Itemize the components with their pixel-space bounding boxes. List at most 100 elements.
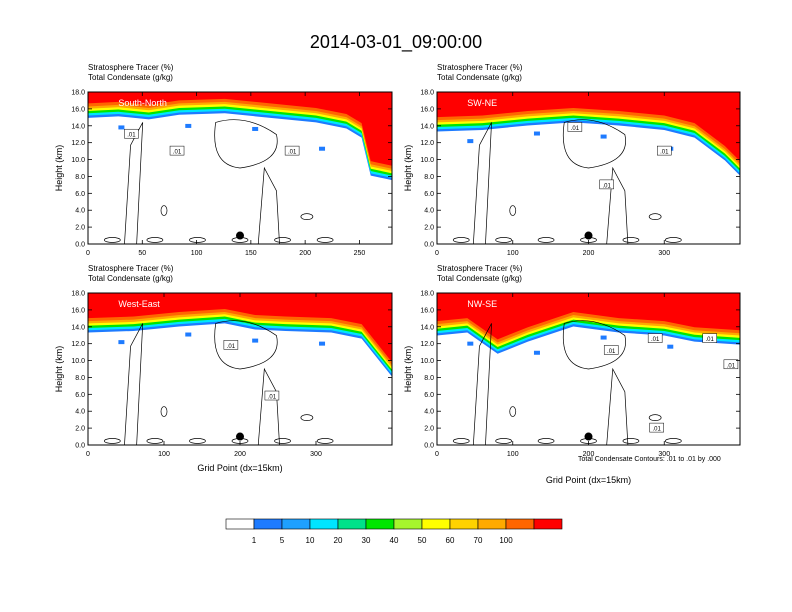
condensate-contour [606,166,629,244]
colorbar-swatch [281,518,311,530]
y-tick-label: 12.0 [420,140,434,147]
y-axis-label: Height (km) [403,346,413,393]
condensate-contour [537,438,555,444]
contour-label-box [169,145,185,156]
panel-title-tracer: Stratosphere Tracer (%) [88,264,174,273]
y-tick-label: 6.0 [75,191,85,198]
tracer-patch [252,126,259,131]
y-tick-label: 18.0 [71,291,85,298]
plot-area: .01 .01 .01 SW-NE [437,92,740,244]
panel-top-left: Stratosphere Tracer (%)Total Condensate … [54,63,393,257]
y-tick-label: 6.0 [424,191,434,198]
y-tick-label: 2.0 [424,426,434,433]
y-tick-label: 2.0 [75,225,85,232]
condensate-contour [189,438,206,444]
condensate-contour [473,122,492,244]
contour-label: .01 [651,337,660,343]
condensate-contour [103,438,121,444]
tracer-patch [467,341,474,346]
y-tick-label: 18.0 [420,90,434,97]
y-tick-label: 2.0 [424,225,434,232]
condensate-contour [563,320,626,370]
location-marker [584,231,593,240]
tracer-level-band [437,293,740,340]
contour-label-box [284,145,300,156]
condensate-contour [452,438,470,444]
condensate-contour [316,237,334,243]
tracer-patch [467,139,474,144]
tracer-patch [533,131,540,136]
condensate-contour [648,414,662,421]
y-tick-label: 16.0 [420,307,434,314]
y-tick-label: 4.0 [75,409,85,416]
y-tick-label: 16.0 [420,106,434,113]
y-tick-label: 4.0 [75,208,85,215]
contour-label-box [723,359,739,370]
x-tick-label: 150 [245,250,257,257]
y-tick-label: 0.0 [424,443,434,450]
x-tick-label: 300 [658,451,670,458]
tracer-level-band [437,92,740,162]
x-tick-label: 100 [507,451,519,458]
page-title: 2014-03-01_09:00:00 [309,32,483,52]
colorbar-label: 50 [418,536,427,545]
contour-label-box [603,345,619,355]
condensate-contour [214,119,278,169]
cross-section-label: NW-SE [467,299,497,309]
contour-label-box [647,333,663,343]
x-tick-label: 100 [191,250,203,257]
x-tick-label: 250 [354,250,366,257]
condensate-contour [274,237,291,243]
panel-title-tracer: Stratosphere Tracer (%) [437,264,523,273]
location-marker [236,231,244,240]
y-tick-label: 14.0 [71,123,85,130]
condensate-contour [606,367,629,445]
condensate-contour [495,438,513,444]
colorbar-swatch [421,518,451,530]
contour-label-box [649,422,664,433]
contour-label: .01 [603,183,612,189]
colorbar-swatch [449,518,479,530]
location-marker [584,432,593,441]
x-axis-label: Grid Point (dx=15km) [546,475,631,485]
x-tick-label: 200 [583,451,595,458]
condensate-contour [146,438,164,444]
condensate-contour [495,237,513,243]
panel-title-tracer: Stratosphere Tracer (%) [437,63,523,72]
condensate-contour [622,438,640,444]
colorbar-label: 5 [280,536,285,545]
y-tick-label: 10.0 [71,358,85,365]
colorbar-swatch [253,518,283,530]
y-tick-label: 8.0 [424,375,434,382]
condensate-contour [160,205,168,216]
contour-label: .01 [607,349,616,355]
condensate-contour [189,237,206,243]
colorbar-label: 100 [499,536,513,545]
condensate-contour [452,237,470,243]
y-tick-label: 16.0 [71,106,85,113]
panel-top-right: Stratosphere Tracer (%)Total Condensate … [403,63,741,257]
tracer-patch [319,146,326,151]
location-marker [236,432,244,441]
y-tick-label: 10.0 [71,157,85,164]
tracer-patch [118,125,125,130]
contour-label-box [702,333,717,343]
contour-label: .01 [173,150,182,156]
condensate-contour [563,119,626,169]
panel-title-condensate: Total Condensate (g/kg) [88,73,173,82]
x-tick-label: 50 [138,250,146,257]
condensate-contour [257,166,280,244]
tracer-patch [185,332,192,337]
y-tick-label: 18.0 [71,90,85,97]
colorbar-swatch [477,518,507,530]
contour-label: .01 [127,133,136,139]
y-tick-label: 12.0 [420,341,434,348]
y-tick-label: 14.0 [420,324,434,331]
colorbar-label: 60 [446,536,455,545]
condensate-contour [537,237,555,243]
contour-label: .01 [727,363,736,369]
x-tick-label: 100 [158,451,170,458]
x-tick-label: 100 [507,250,519,257]
contour-label-box [124,128,139,139]
contour-label: .01 [571,126,580,132]
